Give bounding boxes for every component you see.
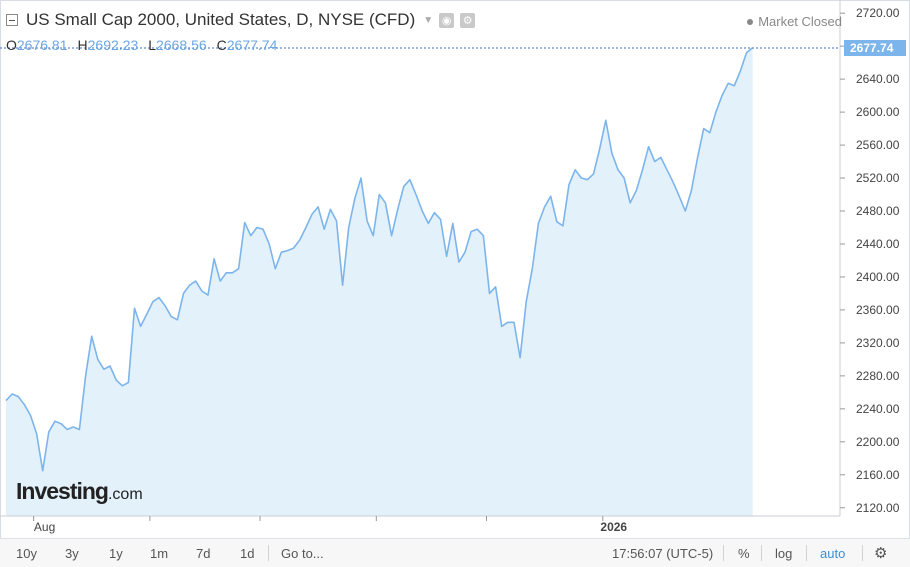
investing-logo: Investing.com bbox=[16, 478, 143, 505]
goto-button[interactable]: Go to... bbox=[281, 546, 324, 561]
y-tick-label: 2600.00 bbox=[856, 105, 900, 119]
log-scale-button[interactable]: log bbox=[775, 546, 793, 561]
toolbar-divider bbox=[806, 545, 807, 561]
plot-area[interactable] bbox=[0, 47, 840, 517]
chart-canvas[interactable]: 2120.00 2160.00 2200.00 2240.00 2280.00 2320.… bbox=[0, 0, 910, 538]
range-10y-button[interactable]: 10y bbox=[16, 546, 37, 561]
range-1m-button[interactable]: 1m bbox=[150, 546, 169, 561]
auto-scale-button[interactable]: auto bbox=[820, 546, 846, 561]
ohlc-values: O2676.81 H2692.23 L2668.56 C2677.74 bbox=[6, 37, 277, 53]
x-tick-label: 2026 bbox=[600, 520, 627, 534]
y-tick-label: 2720.00 bbox=[856, 6, 900, 20]
range-1y-button[interactable]: 1y bbox=[109, 546, 123, 561]
logo-suffix: .com bbox=[107, 486, 143, 503]
x-tick-label: Aug bbox=[34, 520, 55, 534]
y-tick-label: 2400.00 bbox=[856, 270, 900, 284]
chevron-down-icon[interactable]: ▼ bbox=[423, 14, 434, 26]
last-price-label: 2677.74 bbox=[850, 41, 894, 55]
market-status: Market Closed bbox=[747, 14, 842, 29]
range-3y-button[interactable]: 3y bbox=[65, 546, 79, 561]
status-dot-icon bbox=[747, 18, 754, 25]
ohlc-high: H2692.23 bbox=[77, 37, 139, 53]
clock-readout[interactable]: 17:56:07 (UTC-5) bbox=[612, 546, 714, 561]
logo-main: Investing bbox=[16, 478, 109, 504]
price-axis[interactable]: 2120.00 2160.00 2200.00 2240.00 2280.00 2320.… bbox=[839, 0, 906, 516]
y-tick-label: 2160.00 bbox=[856, 468, 900, 482]
percent-scale-button[interactable]: % bbox=[738, 546, 750, 561]
range-1d-button[interactable]: 1d bbox=[240, 546, 255, 561]
toolbar-divider bbox=[268, 545, 269, 561]
settings-icon[interactable]: ⚙ bbox=[460, 12, 476, 28]
y-tick-label: 2120.00 bbox=[856, 501, 900, 515]
collapse-icon[interactable] bbox=[6, 14, 18, 26]
y-tick-label: 2480.00 bbox=[856, 204, 900, 218]
y-tick-label: 2560.00 bbox=[856, 138, 900, 152]
instrument-title: US Small Cap 2000, United States, D, NYS… bbox=[26, 10, 416, 29]
bottom-toolbar: 10y 3y 1y 1m 7d 1d Go to... 17:56:07 (UT… bbox=[0, 538, 910, 567]
last-price-tag bbox=[844, 40, 906, 57]
y-tick-label: 2360.00 bbox=[856, 303, 900, 317]
y-tick-label: 2280.00 bbox=[856, 369, 900, 383]
y-tick-label: 2440.00 bbox=[856, 237, 900, 251]
y-tick-label: 2200.00 bbox=[856, 435, 900, 449]
gear-icon[interactable]: ⚙ bbox=[874, 545, 888, 562]
time-axis[interactable]: Aug 2026 bbox=[0, 515, 840, 534]
y-tick-label: 2520.00 bbox=[856, 171, 900, 185]
toolbar-divider bbox=[723, 545, 724, 561]
y-tick-label: 2320.00 bbox=[856, 336, 900, 350]
y-tick-label: 2240.00 bbox=[856, 402, 900, 416]
range-7d-button[interactable]: 7d bbox=[196, 546, 211, 561]
market-status-label: Market Closed bbox=[758, 14, 842, 29]
toolbar-divider bbox=[761, 545, 762, 561]
chart-header: US Small Cap 2000, United States, D, NYS… bbox=[6, 10, 476, 30]
series-area-fill bbox=[6, 47, 753, 517]
ohlc-open: O2676.81 bbox=[6, 37, 68, 53]
y-tick-label: 2640.00 bbox=[856, 72, 900, 86]
eye-icon[interactable]: ◉ bbox=[439, 12, 455, 28]
ohlc-close: C2677.74 bbox=[216, 37, 278, 53]
toolbar-divider bbox=[862, 545, 863, 561]
ohlc-low: L2668.56 bbox=[148, 37, 207, 53]
